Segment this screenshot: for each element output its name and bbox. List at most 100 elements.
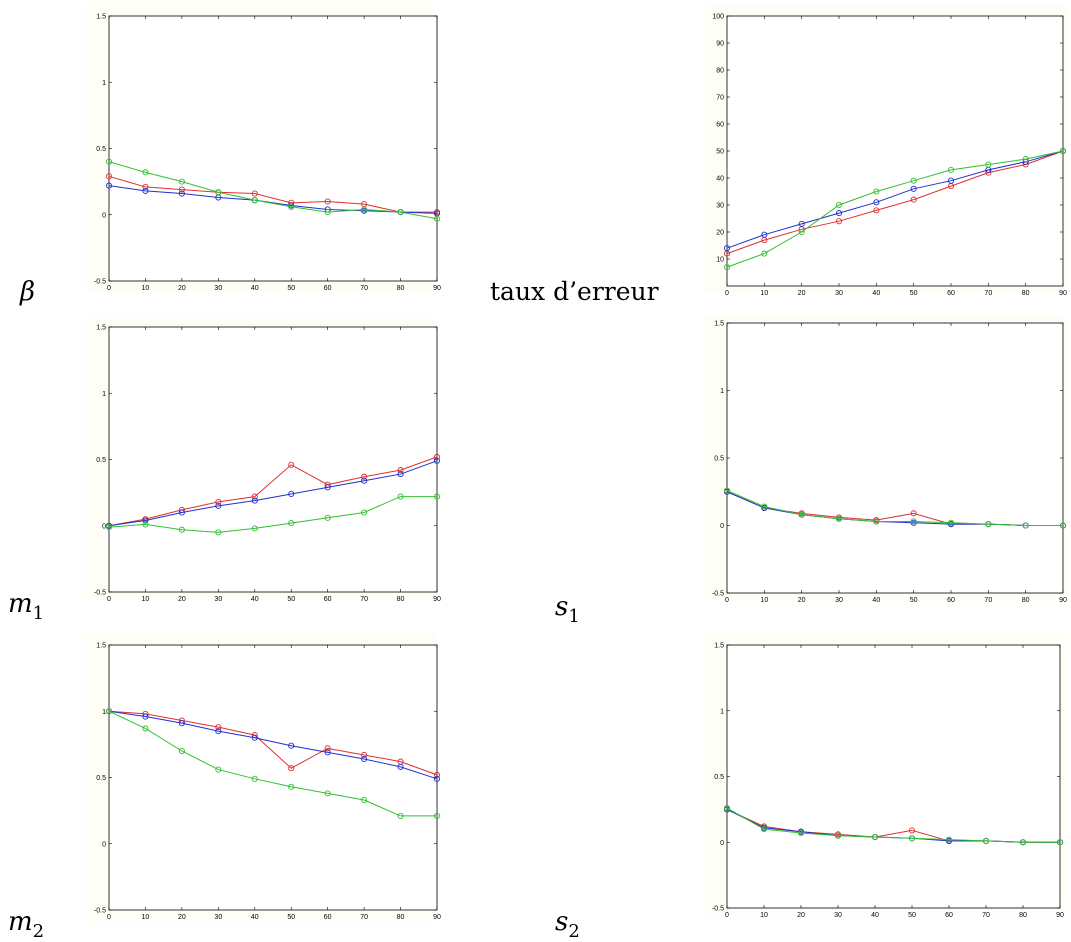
x-tick-label: 70 bbox=[360, 914, 368, 921]
data-point bbox=[324, 198, 331, 205]
y-tick-label: 1.5 bbox=[96, 643, 106, 650]
data-point bbox=[798, 511, 805, 518]
data-point bbox=[433, 457, 441, 464]
x-tick-label: 10 bbox=[760, 912, 768, 919]
data-point bbox=[723, 487, 731, 494]
x-tick-label: 90 bbox=[1059, 290, 1067, 297]
data-point bbox=[361, 751, 368, 759]
data-point bbox=[985, 161, 992, 168]
data-point bbox=[910, 177, 917, 184]
data-point bbox=[215, 502, 222, 509]
data-point bbox=[288, 765, 295, 772]
data-point bbox=[798, 220, 805, 227]
data-point bbox=[873, 199, 880, 206]
y-tick-label: 100 bbox=[712, 14, 724, 21]
y-tick-label: 1.5 bbox=[96, 14, 106, 21]
data-point bbox=[397, 209, 404, 216]
y-tick-label: 1 bbox=[102, 80, 106, 87]
y-tick-label: 1.5 bbox=[714, 643, 724, 650]
x-tick-label: 60 bbox=[947, 597, 955, 604]
x-tick-label: 40 bbox=[871, 912, 879, 919]
plot-frame bbox=[726, 15, 1064, 287]
x-tick-label: 80 bbox=[1019, 912, 1027, 919]
series-line-1 bbox=[108, 456, 438, 527]
x-tick-label: 0 bbox=[725, 912, 729, 919]
data-point bbox=[178, 526, 185, 533]
chart-panel-5: 0 10 20 30 40 50 60 70 80 90-0.500.511.5m2 bbox=[8, 632, 441, 942]
data-point bbox=[433, 812, 441, 819]
data-point bbox=[178, 509, 185, 516]
y-tick-label: 20 bbox=[716, 230, 724, 237]
y-tick-label: 0 bbox=[720, 523, 724, 530]
x-tick-label: 50 bbox=[287, 285, 295, 292]
series-line-2 bbox=[726, 150, 1064, 249]
data-point bbox=[215, 728, 222, 735]
data-point bbox=[288, 490, 295, 498]
x-tick-label: 0 bbox=[725, 290, 729, 297]
data-point bbox=[288, 203, 295, 210]
data-point bbox=[835, 201, 843, 209]
data-point bbox=[178, 720, 185, 727]
y-tick-label: -0.5 bbox=[712, 591, 724, 598]
data-point bbox=[982, 837, 990, 844]
y-tick-label: 60 bbox=[716, 122, 724, 129]
data-point bbox=[1022, 156, 1029, 163]
y-tick-label: -0.5 bbox=[94, 908, 106, 915]
panel-label-subscript: 2 bbox=[33, 921, 44, 942]
panel-label: m2 bbox=[8, 907, 44, 942]
series-line-3 bbox=[726, 150, 1064, 268]
panel-label-subscript: 2 bbox=[568, 921, 579, 942]
data-point bbox=[178, 190, 185, 197]
x-tick-label: 60 bbox=[324, 596, 332, 603]
data-point bbox=[215, 724, 222, 731]
plot-frame bbox=[726, 322, 1064, 594]
y-tick-label: 0 bbox=[102, 523, 106, 530]
data-point bbox=[723, 264, 731, 271]
x-tick-label: 0 bbox=[107, 914, 111, 921]
data-point bbox=[397, 493, 404, 500]
data-point bbox=[288, 783, 295, 790]
data-point bbox=[397, 467, 404, 474]
data-point bbox=[251, 525, 258, 532]
x-tick-label: 90 bbox=[433, 596, 441, 603]
data-point bbox=[397, 471, 404, 478]
data-point bbox=[251, 197, 258, 204]
data-point bbox=[761, 250, 768, 257]
data-point bbox=[797, 829, 805, 837]
data-point bbox=[873, 518, 880, 525]
y-tick-label: 80 bbox=[716, 68, 724, 75]
y-tick-label: 0.5 bbox=[714, 774, 724, 781]
data-point bbox=[105, 524, 113, 531]
y-tick-label: 0.5 bbox=[714, 456, 724, 463]
plot-frame bbox=[108, 15, 438, 282]
data-point bbox=[947, 177, 955, 184]
x-tick-label: 10 bbox=[760, 597, 768, 604]
x-tick-label: 30 bbox=[835, 597, 843, 604]
x-tick-label: 20 bbox=[797, 912, 805, 919]
data-point bbox=[1059, 522, 1067, 529]
x-tick-label: 80 bbox=[397, 285, 405, 292]
data-point bbox=[251, 734, 258, 741]
x-tick-label: 90 bbox=[433, 914, 441, 921]
data-point bbox=[947, 519, 955, 526]
y-tick-label: 30 bbox=[716, 203, 724, 210]
x-tick-label: 80 bbox=[1022, 290, 1030, 297]
y-tick-label: 1 bbox=[720, 708, 724, 715]
x-tick-label: 10 bbox=[760, 290, 768, 297]
y-tick-label: 90 bbox=[716, 41, 724, 48]
data-point bbox=[798, 228, 805, 236]
x-tick-label: 10 bbox=[142, 914, 150, 921]
data-point bbox=[178, 747, 185, 755]
x-tick-label: 50 bbox=[910, 290, 918, 297]
data-point bbox=[105, 182, 113, 189]
y-tick-label: 1.5 bbox=[714, 321, 724, 328]
data-point bbox=[142, 187, 149, 194]
data-point bbox=[871, 833, 879, 841]
x-tick-label: 60 bbox=[324, 285, 332, 292]
x-tick-label: 30 bbox=[834, 912, 842, 919]
series-line-1 bbox=[108, 175, 437, 213]
data-point bbox=[324, 745, 331, 752]
chart-panel-2: 0 10 20 30 40 50 60 70 80 90 10 20 30 40 50 60 70 80 90 100… bbox=[490, 5, 1067, 306]
y-tick-label: 0 bbox=[720, 840, 724, 847]
